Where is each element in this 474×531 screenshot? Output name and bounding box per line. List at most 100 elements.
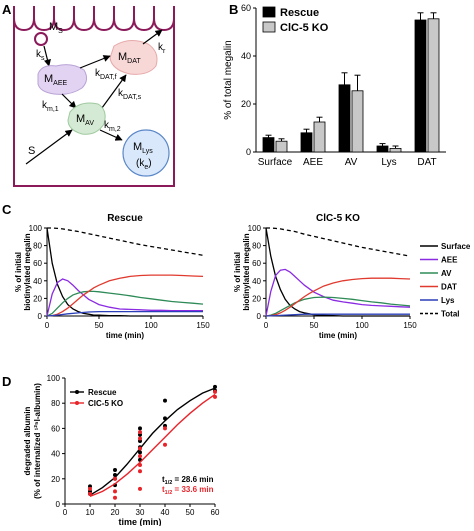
y-tick-label: 80 [51, 399, 60, 408]
data-point [88, 486, 92, 491]
chart-title: ClC-5 KO [316, 213, 360, 224]
half-life-annotation: t1/2 = 33.6 min [162, 485, 214, 496]
y-tick-label: 60 [241, 3, 251, 13]
line-chart-clc5ko: ClC-5 KO 0 20 40 60 80 100 0 50 100 150 time (min)%… [233, 213, 417, 340]
data-point [138, 454, 142, 459]
panel-d-letter: D [2, 374, 11, 389]
chart-title: Rescue [107, 213, 143, 224]
x-tick-label: 150 [196, 321, 210, 330]
x-tick-label: 0 [264, 321, 269, 330]
maee-label: MAEE [44, 73, 68, 87]
y-tick-label: 100 [47, 374, 61, 383]
y-tick-label: 0 [246, 147, 251, 157]
series-line-aee [46, 278, 203, 317]
panel-a-letter: A [2, 2, 12, 17]
mlys-label: MLys [133, 141, 153, 155]
y-axis-label-line1: % of initial [14, 252, 23, 292]
data-point [213, 394, 217, 399]
x-axis-label: time (min) [106, 331, 145, 340]
x-tick-label: 60 [211, 508, 220, 517]
y-tick-label: 40 [51, 450, 60, 459]
y-tick-label: 80 [33, 242, 42, 251]
arrow-km2 [99, 129, 123, 141]
mav-label: MAV [76, 113, 94, 127]
y-axis-label-line2: biotinylated megalin [23, 233, 32, 310]
panel-b-letter: B [229, 2, 238, 17]
y-axis-label: % of total megalin [223, 40, 234, 120]
legend-label: AV [441, 269, 452, 278]
data-point [163, 426, 167, 431]
data-point [113, 467, 117, 472]
line-chart-rescue: Rescue 0 20 40 60 80 100 0 50 100 150 time (min) % o… [14, 213, 210, 340]
arrow-kdatf [79, 55, 111, 69]
data-point [213, 384, 217, 389]
y-tick-label: 60 [252, 259, 261, 268]
ms-label: MS [49, 21, 63, 35]
bar [414, 19, 427, 153]
legend-label: Surface [441, 242, 471, 251]
y-axis-label-line2: (% of internalized ¹²⁵I-albumin) [33, 383, 42, 499]
legend-label: AEE [441, 256, 458, 265]
category-label: Lys [381, 157, 396, 168]
arrow-kdats [98, 74, 127, 113]
bar-chart-b: 0 20 40 60 % of total megalin Surface AEE AV Lys… [223, 3, 446, 168]
x-tick-label: 0 [63, 508, 68, 517]
legend-marker [75, 401, 79, 405]
series-line-dat [265, 277, 411, 317]
panel-c-letter: C [2, 202, 12, 217]
series-line-lys [46, 310, 203, 317]
legend-label: Lys [441, 296, 455, 305]
bar [427, 18, 440, 153]
data-point [138, 430, 142, 435]
arrow-s [25, 129, 73, 165]
arrow-kr [142, 29, 163, 45]
category-label: Surface [258, 157, 293, 168]
x-axis-label: time (min) [118, 517, 161, 526]
series-line-av [265, 296, 411, 317]
y-tick-label: 100 [29, 224, 43, 233]
x-tick-label: 30 [136, 508, 145, 517]
category-label: AV [345, 157, 358, 168]
y-axis-label-line1: degraded albumin [23, 406, 32, 475]
y-axis-label-line1: % of initial [233, 252, 242, 292]
y-tick-label: 40 [252, 277, 261, 286]
y-axis-label-line2: biotinylated megalin [242, 233, 251, 310]
fit-curve [89, 387, 216, 496]
vesicle-ms [34, 32, 48, 46]
series-line-total [47, 227, 204, 256]
series-line-total [266, 227, 411, 257]
ks-label: ks [36, 49, 45, 62]
x-axis-label: time (min) [319, 331, 358, 340]
legend-label: ClC-5 KO [280, 22, 329, 34]
data-point [163, 416, 167, 421]
y-tick-label: 20 [51, 475, 60, 484]
legend-label: Rescue [88, 388, 117, 397]
arrow-ks [43, 45, 51, 67]
y-tick-label: 0 [38, 312, 43, 321]
y-tick-label: 20 [252, 294, 261, 303]
bar [275, 140, 288, 153]
y-tick-label: 100 [248, 224, 262, 233]
series-line-surface [265, 227, 410, 317]
y-tick-label: 80 [252, 242, 261, 251]
series-line-surface [46, 227, 203, 317]
data-point [163, 398, 167, 403]
cell-outline [13, 6, 175, 187]
bar [376, 145, 389, 153]
ke-label: (ke) [136, 158, 152, 171]
s-label: S [28, 145, 35, 157]
data-point [138, 436, 142, 441]
x-tick-label: 100 [355, 321, 369, 330]
legend-marker [75, 390, 79, 394]
x-tick-label: 40 [161, 508, 170, 517]
bar [338, 84, 351, 153]
bar [262, 137, 275, 153]
series-line-dat [46, 274, 204, 317]
legend-label: Total [441, 310, 460, 319]
category-label: DAT [417, 157, 436, 168]
bar [389, 147, 402, 153]
x-tick-label: 50 [186, 508, 195, 517]
compartment-dat [109, 40, 158, 75]
x-tick-label: 50 [95, 321, 104, 330]
